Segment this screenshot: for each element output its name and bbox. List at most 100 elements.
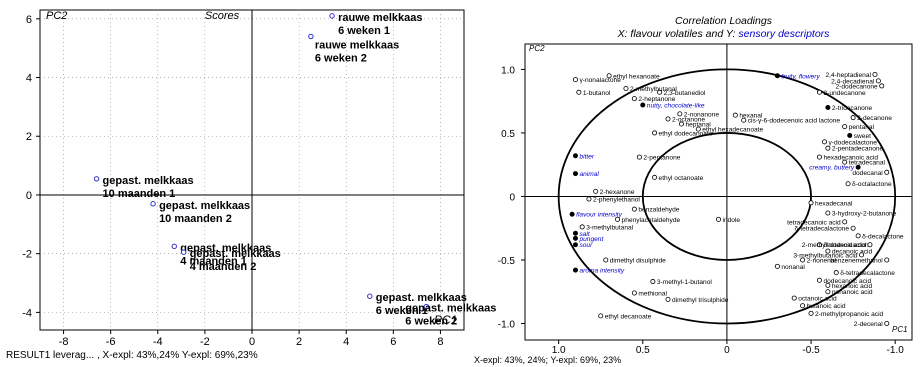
sensory-point-label: flavour intensity	[576, 212, 623, 219]
volatile-point	[695, 126, 701, 132]
scores-point	[423, 303, 430, 310]
loadings-x-tick-label: -0.5	[802, 345, 820, 356]
scores-chart: -8 -6 -4 -2 0 2 4 6 8 -4 -2 0 2 4 6 Scores PC2 PC1 rauwe m…	[22, 9, 496, 348]
scores-point	[150, 201, 156, 207]
scores-point	[367, 293, 373, 299]
volatile-point	[884, 169, 890, 175]
sensory-point-label: aroma intensity	[579, 268, 624, 275]
scores-point	[308, 33, 314, 40]
volatile-point	[652, 174, 658, 180]
scores-x-tick-label: 8	[437, 336, 443, 348]
volatile-point	[847, 132, 853, 138]
scores-x-tick-label: 0	[249, 336, 255, 348]
volatile-point	[816, 242, 822, 248]
scores-y-label: PC2	[46, 10, 67, 22]
scores-x-tick-label: -6	[106, 336, 116, 348]
volatile-point	[665, 296, 671, 302]
sensory-point	[572, 153, 578, 159]
volatile-point	[825, 145, 831, 151]
volatile-point	[774, 263, 780, 269]
volatile-point	[677, 111, 683, 117]
volatile-point-label: 3-hydroxy-2-butanone	[832, 210, 897, 217]
loadings-x-tick-label: 1.0	[552, 345, 566, 356]
sensory-point	[572, 242, 578, 248]
scores-point-label: gepast. melkkaas	[103, 175, 194, 187]
scores-point-label: gepast. melkkaas	[190, 248, 281, 260]
scores-point-label: 10 maanden 1	[103, 188, 176, 200]
volatile-point-label: 2-hexanone	[600, 189, 635, 196]
volatile-point-label: benzaldehyde	[638, 207, 679, 214]
volatile-point-label: 3-methylbutanal	[586, 224, 633, 231]
scores-point-label: rauwe melkkaas	[338, 12, 422, 24]
volatile-point-label: 3-methylbutanoic acid	[793, 252, 857, 259]
volatile-point-label: 2-pentanone	[643, 155, 680, 162]
volatile-point-label: 3-methyl-1-butanol	[657, 279, 713, 286]
sensory-point-label: creamy, buttery	[809, 165, 855, 172]
volatile-point-label: 2-phenylethanol	[593, 196, 640, 203]
volatile-point	[825, 210, 831, 216]
scores-x-tick-label: -4	[153, 336, 163, 348]
volatile-point	[716, 216, 722, 222]
volatile-point-label: hexadecanoic acid	[823, 155, 878, 162]
volatile-point-label: 2-heptanone	[638, 96, 675, 103]
volatile-point-label: ethyl dodecanoate	[659, 130, 713, 137]
volatile-point-label: γ-dodecalactone	[829, 139, 878, 146]
sensory-point	[572, 230, 578, 236]
volatile-point-label: δ-octalactone	[852, 181, 892, 188]
volatile-point-label: hexadecanal	[815, 200, 853, 207]
volatile-point-label: ethyl octanoate	[659, 175, 704, 182]
sensory-point	[572, 267, 578, 273]
loadings-subtitle-highlight: sensory descriptors	[738, 28, 830, 40]
volatile-point	[850, 115, 856, 121]
volatile-point	[842, 159, 848, 165]
volatile-point	[631, 290, 637, 296]
volatile-point-label: δ-tetradecalactone	[840, 270, 895, 277]
sensory-point	[569, 211, 575, 217]
volatile-point-label: nonanal	[781, 264, 805, 271]
volatile-point	[636, 154, 642, 160]
volatile-point-label: hexanoic acid	[832, 283, 873, 290]
volatile-point	[825, 282, 831, 288]
scores-title: Scores	[205, 10, 240, 22]
volatile-point-label: 2-octanone	[672, 116, 705, 123]
left-footer-caption: RESULT1 leverag... , X-expl: 43%,24% Y-e…	[6, 350, 258, 361]
sensory-point-label: fruity, flowery	[781, 73, 820, 80]
volatile-point	[816, 154, 822, 160]
volatile-point-label: 2-decenal	[854, 321, 883, 328]
sensory-point	[774, 73, 780, 79]
sensory-point	[572, 171, 578, 177]
volatile-point-label: hexanal	[739, 113, 763, 120]
sensory-point	[855, 164, 861, 170]
volatile-point-label: δ-tetradecalactone	[794, 226, 849, 233]
volatile-point-label: γ-nonalactone	[579, 77, 621, 84]
volatile-point-label: 2-nonenal	[807, 257, 837, 264]
volatile-point-label: 2-nonanone	[684, 111, 720, 118]
volatile-point	[657, 89, 663, 95]
volatile-point-label: methional	[638, 290, 667, 297]
loadings-title: Correlation Loadings	[675, 15, 773, 27]
scores-point-label: 4 maanden 1	[180, 255, 247, 267]
volatile-point	[879, 83, 885, 89]
loadings-chart: 1.0 0.5 0 -0.5 -1.0 1.0 0.5 0 -0.5 -1.0 Correlatio…	[498, 15, 913, 356]
loadings-y-tick-label: 0.5	[501, 129, 515, 140]
scores-point-label: rauwe melkkaas	[315, 39, 399, 51]
volatile-point	[631, 206, 637, 212]
volatile-point	[615, 216, 621, 222]
volatile-point-label: 2-undecanone	[823, 90, 865, 97]
loadings-plot-frame	[524, 43, 913, 341]
scores-point-label: 6 weken 2	[315, 52, 367, 64]
volatile-point	[652, 130, 658, 136]
loadings-y-label: PC2	[529, 44, 545, 53]
scores-y-tick-label: -4	[22, 307, 32, 319]
sensory-point	[572, 235, 578, 241]
volatile-point-label: ethyl hexanoate	[613, 73, 660, 80]
volatile-point-label: 2-methylpropanoic acid	[815, 311, 884, 318]
sensory-point-label: sour	[579, 242, 593, 249]
volatile-point	[650, 279, 656, 285]
volatile-point-label: ethyl hexadecanoate	[702, 127, 763, 134]
loadings-y-tick-label: -1.0	[498, 319, 516, 330]
volatile-point-label: 2,4-decadienal	[831, 78, 875, 85]
volatile-point	[872, 71, 878, 77]
volatile-point	[800, 257, 806, 263]
